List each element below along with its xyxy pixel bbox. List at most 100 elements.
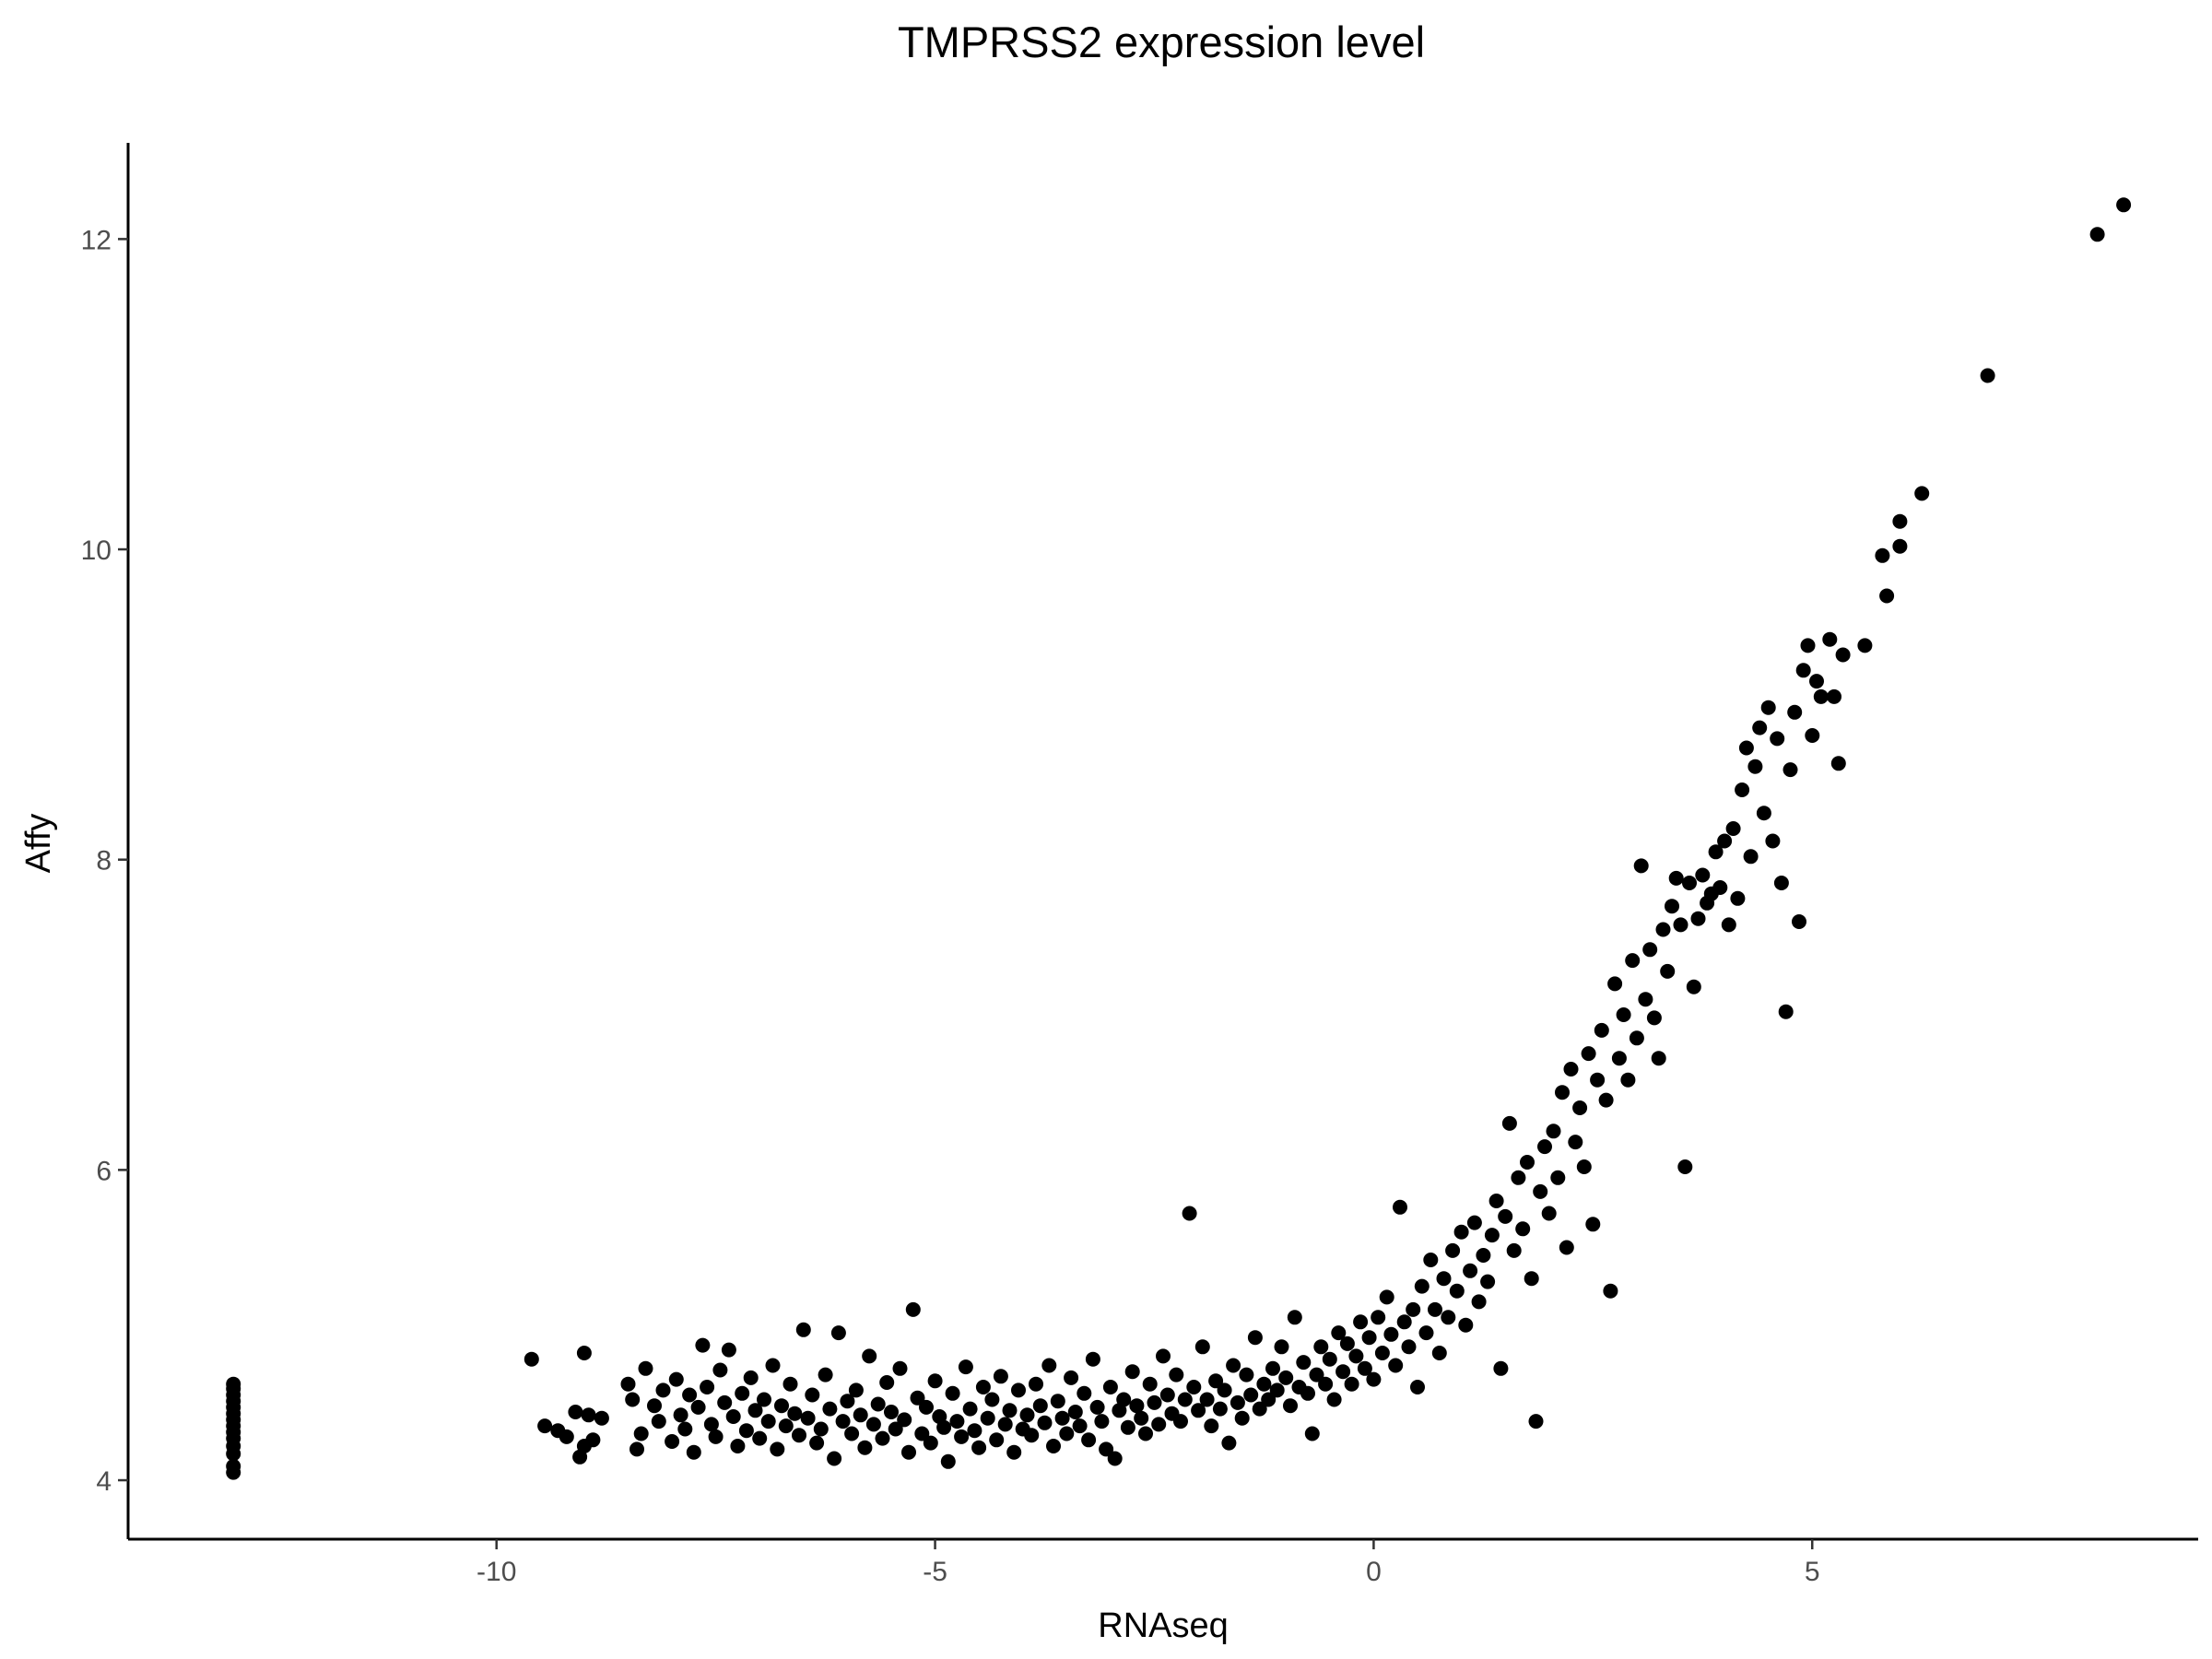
data-point bbox=[805, 1387, 820, 1403]
data-point bbox=[975, 1380, 991, 1394]
data-point bbox=[1778, 1004, 1794, 1019]
data-point bbox=[1374, 1346, 1390, 1360]
data-point bbox=[1256, 1376, 1272, 1392]
data-point bbox=[940, 1453, 956, 1469]
data-point bbox=[927, 1373, 943, 1389]
data-point bbox=[818, 1367, 833, 1382]
data-point bbox=[1449, 1283, 1465, 1299]
data-point bbox=[1879, 588, 1895, 604]
data-point bbox=[620, 1376, 636, 1392]
data-point bbox=[1059, 1426, 1075, 1441]
data-point bbox=[830, 1325, 846, 1341]
data-point bbox=[1528, 1414, 1544, 1430]
data-point bbox=[1383, 1326, 1399, 1342]
data-point bbox=[1695, 867, 1711, 883]
data-point bbox=[865, 1417, 881, 1432]
data-point bbox=[1980, 368, 1995, 383]
data-point bbox=[901, 1444, 916, 1460]
data-point bbox=[655, 1382, 671, 1398]
data-point bbox=[1247, 1330, 1263, 1346]
data-point bbox=[1283, 1398, 1298, 1414]
data-point bbox=[1322, 1351, 1337, 1367]
data-point bbox=[1875, 547, 1890, 563]
data-point bbox=[1335, 1364, 1351, 1380]
data-point bbox=[1094, 1414, 1110, 1430]
data-point bbox=[1725, 821, 1741, 836]
data-point bbox=[1660, 963, 1676, 979]
data-point bbox=[1396, 1314, 1412, 1330]
data-point bbox=[1199, 1392, 1215, 1407]
data-point bbox=[862, 1348, 877, 1364]
data-point bbox=[1515, 1221, 1531, 1237]
data-point bbox=[1827, 688, 1841, 704]
y-ticks: 4 6 8 10 12 bbox=[81, 225, 128, 1497]
data-point bbox=[1077, 1385, 1092, 1401]
data-point bbox=[665, 1434, 680, 1449]
data-point bbox=[1642, 942, 1658, 958]
data-point bbox=[879, 1375, 895, 1390]
data-point bbox=[1142, 1376, 1158, 1392]
data-point bbox=[1274, 1339, 1289, 1355]
x-axis-title: RNAseq bbox=[1098, 1606, 1229, 1645]
data-point bbox=[1738, 740, 1754, 756]
data-point bbox=[1629, 1030, 1644, 1046]
data-point bbox=[827, 1451, 842, 1466]
data-point bbox=[949, 1414, 965, 1430]
data-point bbox=[1239, 1367, 1254, 1382]
data-point bbox=[1054, 1410, 1070, 1426]
data-point bbox=[923, 1435, 938, 1451]
data-point bbox=[792, 1428, 806, 1443]
data-point bbox=[1493, 1360, 1509, 1376]
data-point bbox=[1501, 1115, 1517, 1131]
data-point bbox=[1269, 1382, 1285, 1398]
data-point bbox=[1585, 1217, 1601, 1232]
data-point bbox=[1594, 1022, 1609, 1038]
data-point bbox=[787, 1406, 803, 1421]
data-point bbox=[1765, 833, 1781, 849]
data-point bbox=[1120, 1419, 1135, 1435]
data-point bbox=[1348, 1348, 1364, 1364]
x-tick-label: 5 bbox=[1805, 1557, 1820, 1587]
data-point bbox=[1484, 1228, 1500, 1243]
data-point bbox=[1436, 1271, 1452, 1287]
data-point bbox=[1138, 1426, 1153, 1441]
data-point bbox=[919, 1399, 934, 1415]
data-point bbox=[1173, 1414, 1188, 1430]
data-point bbox=[971, 1440, 987, 1455]
data-point bbox=[1576, 1159, 1592, 1174]
data-point bbox=[585, 1432, 601, 1448]
data-point bbox=[795, 1322, 811, 1337]
data-point bbox=[537, 1418, 553, 1434]
data-point bbox=[1471, 1294, 1487, 1310]
data-point bbox=[651, 1414, 666, 1430]
data-point bbox=[989, 1432, 1005, 1448]
data-point bbox=[757, 1392, 771, 1407]
data-point bbox=[647, 1398, 662, 1414]
data-point bbox=[936, 1419, 952, 1435]
data-point bbox=[997, 1417, 1013, 1432]
data-point bbox=[1406, 1301, 1421, 1317]
data-point bbox=[1857, 638, 1873, 653]
data-point bbox=[1169, 1367, 1184, 1382]
data-point bbox=[1730, 890, 1746, 906]
data-point bbox=[1511, 1170, 1526, 1185]
data-point bbox=[1590, 1072, 1606, 1088]
data-point bbox=[1116, 1392, 1132, 1407]
data-point bbox=[1533, 1183, 1548, 1199]
data-point bbox=[1313, 1339, 1329, 1355]
data-point bbox=[703, 1417, 719, 1432]
data-point bbox=[1217, 1382, 1232, 1398]
data-point bbox=[1353, 1314, 1369, 1330]
data-point bbox=[1607, 976, 1623, 992]
data-point bbox=[897, 1412, 912, 1428]
data-point bbox=[1892, 513, 1908, 529]
data-point bbox=[1603, 1283, 1618, 1299]
data-point bbox=[980, 1410, 995, 1426]
data-point bbox=[686, 1444, 701, 1460]
data-point bbox=[1234, 1410, 1250, 1426]
data-point bbox=[1296, 1355, 1312, 1371]
chart-title: TMPRSS2 expression level bbox=[898, 18, 1425, 66]
data-point bbox=[954, 1429, 970, 1444]
data-point bbox=[1760, 700, 1776, 715]
data-point bbox=[1665, 899, 1679, 914]
